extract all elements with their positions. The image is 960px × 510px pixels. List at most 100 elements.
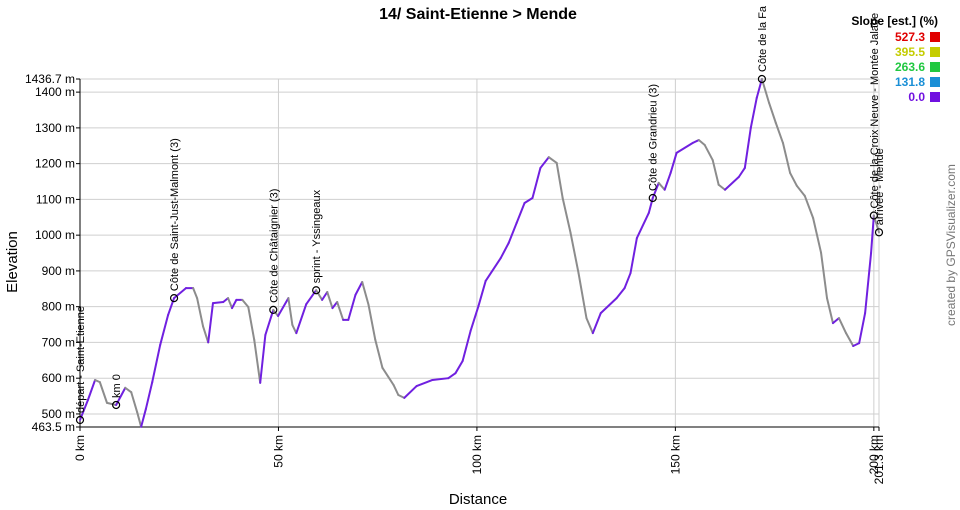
profile-segment [651,181,660,199]
profile-segment [336,301,345,321]
x-tick-label: 200 km [867,435,881,474]
legend-swatch [930,77,940,87]
profile-segment [826,297,834,325]
profile-segment [151,343,162,384]
profile-segment [403,385,418,399]
profile-segment [547,156,558,164]
y-tick-label: 800 m [42,300,75,314]
y-tick-label: 700 m [42,335,75,349]
profile-segment [774,121,784,144]
profile-segment [367,303,377,341]
profile-segment [291,323,298,335]
waypoint-label: km 0 [111,374,123,398]
profile-segment [561,196,572,235]
profile-segment [531,166,542,199]
waypoint-marker [312,286,321,295]
x-tick-label: 100 km [470,435,484,474]
profile-segment [615,287,626,300]
profile-segment [789,171,798,187]
profile-segment [837,317,848,335]
profile-segment [795,184,806,197]
profile-segment [577,272,588,320]
chart-title: 14/ Saint-Etienne > Mende [379,6,577,23]
waypoint-label: Côte de Saint-Just-Malmont (3) [169,138,181,291]
profile-segment [691,139,700,144]
legend-swatch [930,92,940,102]
profile-segment [872,214,880,234]
y-tick-label: 1200 m [35,157,75,171]
profile-segment [852,342,861,348]
profile-segment [144,381,154,410]
profile-segment [469,304,480,332]
profile-segment [515,201,526,224]
y-tick-label: 1400 m [35,85,75,99]
legend-label: 0.0 [908,90,925,104]
waypoint-marker [269,305,278,314]
y-tick-label: 1436.7 m [25,72,75,86]
profile-segment [374,338,384,369]
y-tick-label: 1000 m [35,228,75,242]
profile-segment [392,383,400,396]
profile-segment [697,139,706,147]
credit: created by GPSVisualizer.com [944,164,958,326]
y-tick-label: 1300 m [35,121,75,135]
profile-segment [241,298,250,309]
profile-segment [845,332,855,348]
x-axis-title: Distance [449,491,507,508]
profile-segment [723,175,740,191]
y-tick-label: 500 m [42,407,75,421]
profile-segment [140,407,147,428]
waypoint-label: Côte de Grandrieu (3) [648,84,660,191]
profile-segment [231,298,238,310]
profile-segment [523,196,534,204]
legend-label: 263.6 [895,60,925,74]
profile-segment [569,232,580,275]
profile-segment [105,401,118,407]
profile-segment [820,251,829,300]
waypoint-label: sprint - Yssingeaux [311,189,323,283]
waypoint-marker [75,415,85,425]
profile-segment [591,312,602,335]
profile-segment [264,308,275,336]
x-tick-label: 0 km [73,435,87,461]
profile-segment [381,366,395,386]
profile-segment [737,166,746,178]
legend-label: 527.3 [895,30,925,44]
profile-segment [663,171,672,191]
profile-segment [647,196,654,214]
waypoint-marker [648,193,657,203]
profile-segment [669,151,678,174]
legend-swatch [930,47,940,57]
profile-segment [599,297,618,315]
y-tick-label: 900 m [42,264,75,278]
profile-segment [211,301,225,305]
profile-segment [507,221,518,245]
profile-segment [196,297,205,328]
waypoint-label: arrivée - Mende [874,148,886,225]
legend-swatch [930,62,940,72]
profile-segment [202,325,210,344]
profile-segment [864,252,873,315]
profile-segment [717,183,726,191]
profile-segment [675,141,694,154]
profile-segment [635,211,650,240]
profile-segment [461,329,472,363]
profile-segment [98,381,108,404]
profile-segment [415,378,434,388]
profile-segment [124,386,133,394]
profile-segment [326,291,334,310]
profile-segment [477,279,487,307]
profile-segment [227,297,234,310]
profile-segment [781,141,792,174]
profile-segment [259,333,267,384]
profile-segment [86,378,97,402]
profile-segment [499,242,510,260]
profile-segment [454,360,464,375]
profile-segment [397,393,406,399]
profile-segment [305,289,318,306]
profile-segment [585,317,594,335]
waypoint-marker [757,74,767,84]
legend-title: Slope [est.] (%) [851,14,938,28]
